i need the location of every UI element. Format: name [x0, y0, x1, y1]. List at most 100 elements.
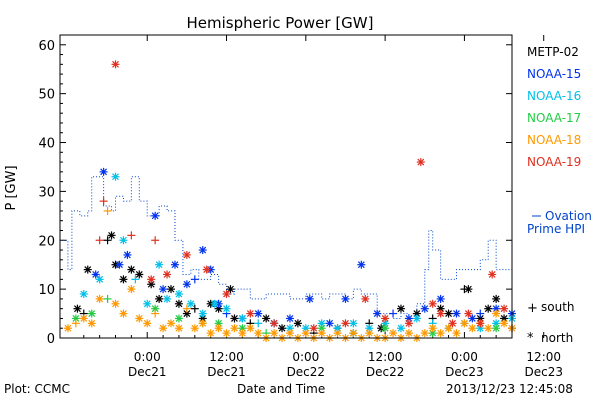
- data-point: [396, 324, 405, 333]
- y-tick-label: 0: [47, 332, 55, 347]
- point-stroke: [381, 319, 389, 327]
- point-stroke: [449, 319, 456, 327]
- data-point: [270, 329, 279, 338]
- data-point: [127, 285, 136, 294]
- point-stroke: [421, 329, 429, 337]
- point-stroke: [215, 319, 223, 327]
- point-stroke: [286, 329, 294, 337]
- data-point: [488, 270, 497, 279]
- data-point: [420, 329, 429, 338]
- point-stroke: [417, 158, 425, 166]
- point-stroke: [120, 275, 127, 283]
- point-stroke: [183, 310, 191, 317]
- y-tick-label: 50: [38, 88, 55, 103]
- data-point: [214, 324, 223, 333]
- point-stroke: [334, 324, 341, 332]
- point-stroke: [413, 315, 421, 322]
- x-tick-time-label: 12:00: [526, 350, 561, 364]
- point-stroke: [167, 319, 175, 327]
- data-point: [428, 324, 437, 333]
- point-stroke: [334, 329, 341, 337]
- point-stroke: [500, 315, 508, 322]
- point-stroke: [429, 329, 437, 337]
- data-point: [182, 280, 191, 289]
- data-point: [484, 324, 493, 333]
- data-point: [163, 294, 172, 303]
- data-point: [492, 309, 501, 318]
- data-point: [190, 324, 199, 333]
- data-point: [317, 329, 326, 338]
- point-stroke: [108, 231, 115, 239]
- data-point: [500, 319, 509, 328]
- point-stroke: [151, 212, 159, 220]
- data-point: [198, 319, 207, 328]
- point-stroke: [183, 251, 191, 259]
- point-stroke: [270, 319, 278, 327]
- legend-entry: NOAA-15: [527, 67, 581, 81]
- legend: METP-02 NOAA-15 NOAA-16 NOAA-17 NOAA-18 NOAA-…: [527, 45, 581, 169]
- y-tick-label: 40: [38, 137, 55, 152]
- point-stroke: [488, 271, 496, 278]
- point-stroke: [492, 324, 500, 332]
- data-point: [222, 304, 231, 313]
- data-points: [63, 60, 516, 342]
- point-stroke: [437, 329, 445, 337]
- data-point: [246, 324, 255, 333]
- data-point: [301, 329, 310, 338]
- point-stroke: [211, 300, 219, 308]
- point-stroke: [476, 319, 484, 327]
- point-stroke: [100, 168, 108, 176]
- data-point: [361, 294, 370, 303]
- point-stroke: [254, 310, 262, 317]
- point-stroke: [302, 324, 310, 332]
- data-point: [396, 304, 405, 313]
- point-stroke: [476, 324, 484, 332]
- point-stroke: [381, 315, 389, 322]
- point-stroke: [405, 319, 413, 327]
- south-marker-symbol: +: [527, 301, 538, 316]
- data-point: [468, 314, 477, 323]
- data-point: [254, 309, 263, 318]
- data-point: [214, 304, 223, 313]
- point-stroke: [437, 305, 445, 313]
- data-point: [99, 167, 108, 176]
- point-stroke: [227, 285, 234, 293]
- legend-entry: METP-02: [527, 45, 579, 59]
- point-stroke: [262, 315, 270, 322]
- footer-center: Date and Time: [237, 382, 326, 396]
- legend-entry: NOAA-19: [527, 155, 581, 169]
- point-stroke: [80, 315, 88, 322]
- data-point: [71, 319, 80, 328]
- point-stroke: [361, 295, 369, 303]
- point-stroke: [302, 329, 310, 337]
- data-point: [151, 309, 160, 318]
- data-point: [452, 329, 461, 338]
- point-stroke: [397, 305, 405, 313]
- point-stroke: [223, 290, 230, 298]
- point-stroke: [294, 319, 302, 327]
- data-point: [174, 290, 183, 299]
- point-stroke: [476, 315, 484, 322]
- data-point: [91, 270, 100, 279]
- data-point: [230, 314, 239, 323]
- point-stroke: [286, 324, 294, 332]
- data-point: [404, 329, 413, 338]
- data-point: [381, 324, 390, 333]
- point-stroke: [123, 251, 131, 259]
- point-stroke: [112, 173, 119, 181]
- data-point: [238, 329, 247, 338]
- data-point: [404, 314, 413, 323]
- data-point: [262, 314, 271, 323]
- point-stroke: [167, 285, 175, 293]
- data-point: [198, 246, 207, 255]
- legend-entry: NOAA-18: [527, 133, 581, 147]
- data-point: [95, 236, 104, 245]
- data-point: [436, 329, 445, 338]
- data-point: [341, 319, 350, 328]
- data-point: [309, 324, 318, 333]
- south-marker-label: south: [541, 300, 575, 314]
- data-point: [341, 294, 350, 303]
- point-stroke: [199, 246, 207, 254]
- point-stroke: [464, 285, 472, 293]
- point-stroke: [437, 295, 445, 303]
